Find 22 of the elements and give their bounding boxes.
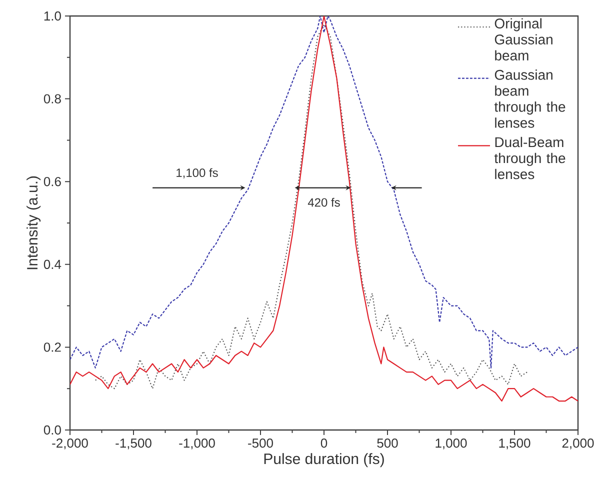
y-tick-label: 0.0 bbox=[44, 425, 61, 435]
x-tick-label: 2,000 bbox=[562, 438, 594, 450]
legend-label: Original Gaussian beam bbox=[494, 18, 552, 60]
x-tick-label: 1,000 bbox=[436, 438, 467, 450]
annotation: 1,100 fs bbox=[176, 168, 218, 178]
y-tick-label: 0.2 bbox=[44, 342, 61, 352]
y-tick-label: 0.8 bbox=[44, 94, 61, 104]
x-tick-label: -2,000 bbox=[52, 438, 88, 450]
x-tick-label: 1,500 bbox=[499, 438, 530, 450]
annotation: 420 fs bbox=[308, 198, 340, 207]
y-tick-label: 1.0 bbox=[44, 11, 61, 21]
y-axis-title: Intensity (a.u.) bbox=[26, 176, 41, 270]
x-tick-label: 500 bbox=[377, 438, 398, 448]
x-tick-label: 0 bbox=[320, 438, 328, 448]
x-tick-label: -500 bbox=[248, 438, 273, 448]
x-axis-title: Pulse duration (fs) bbox=[264, 453, 384, 468]
legend-label: Dual-Beam through the lenses bbox=[494, 136, 566, 180]
y-tick-label: 0.6 bbox=[44, 176, 61, 186]
y-tick-label: 0.4 bbox=[44, 260, 62, 269]
legend-label: Gaussian beam through the lenses bbox=[494, 70, 566, 128]
x-tick-label: -1,000 bbox=[179, 438, 215, 450]
x-tick-label: -1,500 bbox=[116, 438, 152, 450]
